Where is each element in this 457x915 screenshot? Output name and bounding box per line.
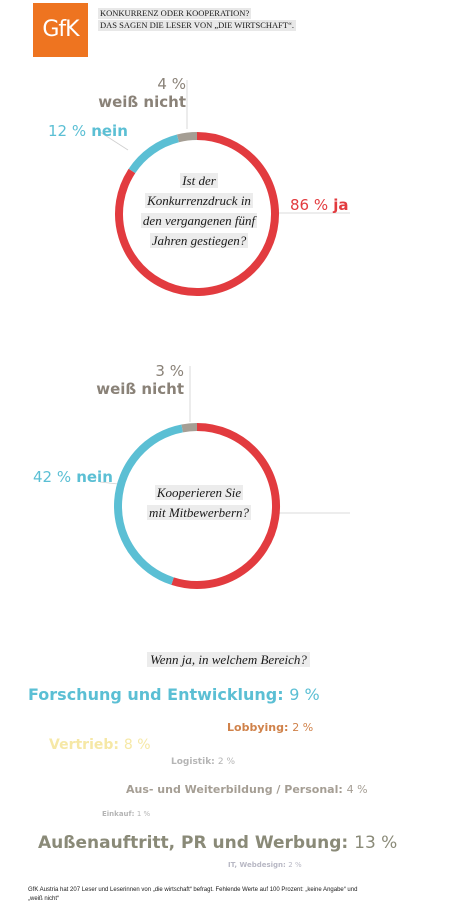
areas-subtitle: Wenn ja, in welchem Bereich? bbox=[0, 652, 457, 668]
chart1-question-line-2: Konkurrenzdruck in bbox=[145, 193, 253, 208]
chart2-weissnicht-pct: 3 % bbox=[155, 362, 184, 380]
area-aussenauftritt: Außenauftritt, PR und Werbung: 13 % bbox=[38, 833, 397, 853]
chart1-guide-line bbox=[99, 131, 129, 151]
chart1-label-ja: 86 % ja bbox=[290, 195, 348, 214]
chart1-nein-pct: 12 % bbox=[48, 122, 87, 140]
chart2-slice-ja bbox=[171, 423, 280, 589]
area-aus-weiterbildung: Aus- und Weiterbildung / Personal: 4 % bbox=[126, 783, 368, 796]
chart2-nein-pct: 42 % bbox=[33, 468, 72, 486]
chart1-weissnicht-word: weiß nicht bbox=[98, 93, 186, 111]
chart1-slice-ja bbox=[115, 132, 279, 296]
area-aus-weiterbildung-label: Aus- und Weiterbildung / Personal: bbox=[126, 783, 343, 796]
chart1-question-line-1: Ist der bbox=[180, 173, 218, 188]
area-einkauf-label: Einkauf: bbox=[102, 810, 135, 818]
area-it-webdesign-label: IT, Webdesign: bbox=[228, 861, 286, 869]
area-it-webdesign: IT, Webdesign: 2 % bbox=[228, 861, 302, 869]
chart2-question: Kooperieren Sie mit Mitbewerbern? bbox=[124, 483, 274, 523]
chart2-slice-nein bbox=[114, 424, 183, 585]
area-lobbying: Lobbying: 2 % bbox=[227, 721, 313, 734]
area-aus-weiterbildung-value: 4 % bbox=[346, 783, 368, 796]
chart2-guide-line bbox=[99, 481, 119, 485]
chart1-ja-pct: 86 % bbox=[290, 196, 329, 214]
chart2-question-line-2: mit Mitbewerbern? bbox=[146, 505, 251, 520]
footer-note: GfK Austria hat 207 Leser und Leserinnen… bbox=[28, 887, 358, 902]
area-lobbying-label: Lobbying: bbox=[227, 721, 289, 734]
header-line-2: DAS SAGEN DIE LESER VON „DIE WIRTSCHAFT“… bbox=[98, 20, 296, 31]
chart1-weissnicht-pct: 4 % bbox=[157, 75, 186, 93]
chart2-question-line-1: Kooperieren Sie bbox=[154, 485, 244, 500]
area-aussenauftritt-label: Außenauftritt, PR und Werbung: bbox=[38, 833, 349, 853]
area-aussenauftritt-value: 13 % bbox=[354, 833, 398, 853]
chart1-slice-weissnicht bbox=[176, 132, 198, 143]
chart1-nein-word: nein bbox=[91, 122, 128, 140]
chart2-nein-word: nein bbox=[76, 468, 113, 486]
area-vertrieb-value: 8 % bbox=[123, 737, 151, 753]
chart1-question: Ist der Konkurrenzdruck in den vergangen… bbox=[124, 171, 274, 251]
chart2-label-nein: 42 % nein bbox=[33, 467, 113, 486]
gfk-logo: GfK bbox=[33, 3, 88, 57]
chart1-question-line-3: den vergangenen fünf bbox=[140, 213, 258, 228]
area-logistik: Logistik: 2 % bbox=[171, 757, 235, 767]
header-line-1: KONKURRENZ ODER KOOPERATION? bbox=[98, 8, 252, 19]
area-forschung-label: Forschung und Entwicklung: bbox=[28, 685, 284, 704]
chart1-label-weissnicht: 4 % weiß nicht bbox=[96, 75, 186, 111]
chart1-ja-word: ja bbox=[333, 196, 349, 214]
chart1-label-nein: 12 % nein bbox=[48, 121, 128, 140]
area-vertrieb-label: Vertrieb: bbox=[49, 737, 119, 753]
area-einkauf: Einkauf: 1 % bbox=[102, 810, 150, 818]
area-logistik-label: Logistik: bbox=[171, 757, 215, 767]
area-lobbying-value: 2 % bbox=[292, 721, 314, 734]
areas-subtitle-text: Wenn ja, in welchem Bereich? bbox=[147, 652, 310, 667]
area-it-webdesign-value: 2 % bbox=[288, 861, 302, 869]
chart1-question-line-4: Jahren gestiegen? bbox=[149, 233, 249, 248]
chart2-label-weissnicht: 3 % weiß nicht bbox=[96, 362, 184, 398]
area-logistik-value: 2 % bbox=[217, 757, 236, 767]
chart1-slice-nein bbox=[128, 134, 180, 174]
donut-charts bbox=[99, 80, 350, 589]
area-forschung: Forschung und Entwicklung: 9 % bbox=[28, 685, 320, 704]
header: KONKURRENZ ODER KOOPERATION? DAS SAGEN D… bbox=[98, 8, 338, 32]
chart2-slice-weissnicht bbox=[181, 423, 198, 433]
area-einkauf-value: 1 % bbox=[136, 810, 151, 818]
chart2-weissnicht-word: weiß nicht bbox=[96, 380, 184, 398]
area-forschung-value: 9 % bbox=[289, 685, 320, 704]
area-vertrieb: Vertrieb: 8 % bbox=[49, 737, 151, 753]
